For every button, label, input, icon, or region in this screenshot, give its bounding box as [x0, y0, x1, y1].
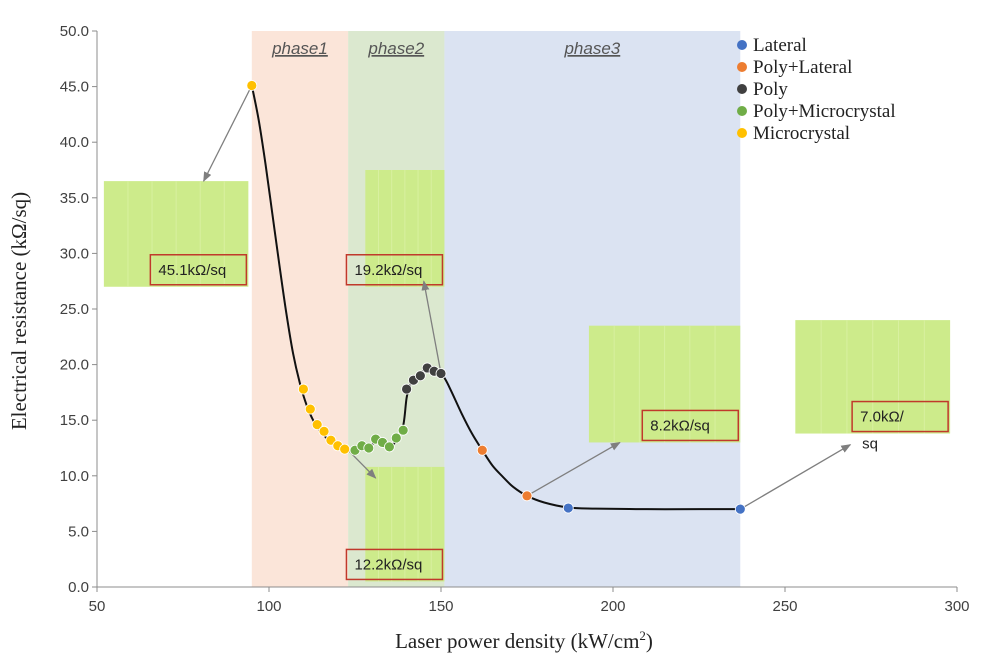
- legend-label: Poly: [753, 79, 788, 100]
- inset-3: 12.2kΩ/sq: [345, 466, 445, 582]
- y-tick-label: 15.0: [60, 412, 89, 429]
- inset-label: 19.2kΩ/sq: [354, 262, 422, 279]
- y-tick-label: 30.0: [60, 245, 89, 262]
- y-tick-label: 45.0: [60, 79, 89, 96]
- legend-marker: [737, 62, 747, 72]
- data-point: [318, 425, 330, 437]
- insets: 45.1kΩ/sq 19.2kΩ/sq 12.2kΩ/sq 8.2kΩ/sq 7.0kΩ…: [103, 170, 951, 582]
- data-point: [401, 383, 413, 395]
- inset-label-box: [345, 254, 444, 286]
- data-point: [414, 370, 426, 382]
- x-tick-label: 150: [428, 598, 453, 615]
- inset-5: 7.0kΩ/sq: [795, 320, 951, 453]
- y-tick-label: 40.0: [60, 134, 89, 151]
- arrows: [203, 85, 852, 510]
- phase-bands: phase1 phase2 phase3: [251, 31, 741, 587]
- data-point: [521, 490, 533, 502]
- inset-arrow: [421, 280, 442, 374]
- data-point: [390, 432, 402, 444]
- legend-label: Poly+Lateral: [753, 57, 852, 78]
- inset-label-box: [641, 409, 740, 442]
- data-point: [304, 403, 316, 415]
- x-axis-title: Laser power density (kW/cm2): [395, 628, 653, 653]
- phase-band-3: [444, 31, 741, 587]
- y-tick-label: 50.0: [60, 23, 89, 40]
- data-point: [383, 441, 395, 453]
- inset-arrow: [203, 85, 253, 183]
- data-point: [363, 442, 375, 454]
- x-tick-label: 200: [600, 598, 625, 615]
- axes: Laser power density (kW/cm2) Electrical …: [7, 23, 970, 653]
- data-points: [246, 80, 746, 515]
- y-axis-title: Electrical resistance (kΩ/sq): [7, 192, 31, 430]
- inset-label-line2: sq: [862, 436, 878, 453]
- x-tick-label: 250: [772, 598, 797, 615]
- x-tick-label: 50: [89, 598, 106, 615]
- x-tick-label: 300: [944, 598, 969, 615]
- legend-label: Poly+Microcrystal: [753, 101, 896, 122]
- y-tick-label: 10.0: [60, 468, 89, 485]
- y-tick-label: 5.0: [68, 523, 89, 540]
- data-point: [297, 383, 309, 395]
- inset-label-box: [149, 254, 248, 286]
- inset-label-box: [851, 400, 949, 433]
- inset-label: 12.2kΩ/sq: [354, 556, 422, 573]
- y-tick-label: 20.0: [60, 357, 89, 374]
- inset-label: 45.1kΩ/sq: [158, 262, 226, 279]
- legend-marker: [737, 40, 747, 50]
- legend-marker: [737, 84, 747, 94]
- inset-label-box: [345, 548, 444, 581]
- data-point: [397, 424, 409, 436]
- inset-label: 7.0kΩ/: [860, 409, 905, 426]
- data-point: [734, 503, 746, 515]
- inset-label: 8.2kΩ/sq: [650, 417, 710, 434]
- legend: LateralPoly+LateralPolyPoly+Microcrystal…: [737, 35, 896, 144]
- legend-marker: [737, 128, 747, 138]
- data-point: [435, 368, 447, 379]
- data-point: [476, 444, 488, 456]
- legend-marker: [737, 106, 747, 116]
- y-tick-label: 35.0: [60, 190, 89, 207]
- inset-1: 45.1kΩ/sq: [103, 181, 249, 287]
- legend-label: Lateral: [753, 35, 807, 56]
- x-tick-label: 100: [256, 598, 281, 615]
- inset-arrow: [526, 441, 621, 497]
- inset-2: 19.2kΩ/sq: [345, 170, 445, 287]
- phase-label-2: phase2: [367, 39, 424, 58]
- inset-arrow: [739, 444, 852, 510]
- phase-band-1: [251, 31, 349, 587]
- legend-label: Microcrystal: [753, 123, 850, 144]
- phase-label-1: phase1: [271, 39, 328, 58]
- data-point: [246, 80, 258, 91]
- data-point: [562, 502, 574, 514]
- phase-label-3: phase3: [563, 39, 620, 58]
- data-point: [311, 419, 323, 431]
- y-tick-label: 25.0: [60, 301, 89, 318]
- inset-4: 8.2kΩ/sq: [588, 325, 741, 443]
- data-point: [339, 443, 351, 455]
- y-tick-label: 0.0: [68, 579, 89, 596]
